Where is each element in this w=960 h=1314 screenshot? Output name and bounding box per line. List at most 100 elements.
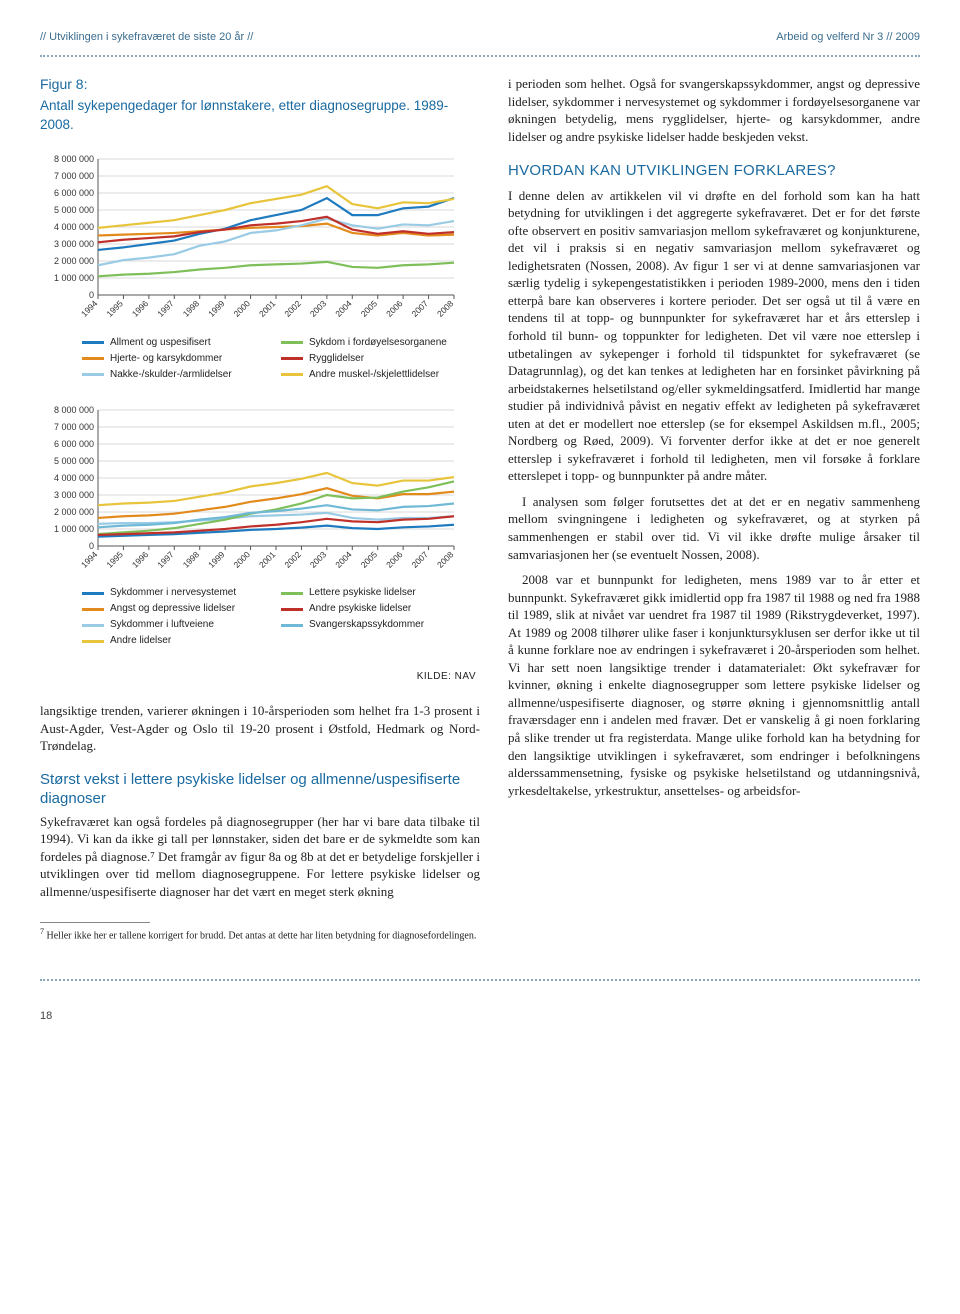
legend-item: Rygglidelser [281, 352, 480, 366]
page-header: // Utviklingen i sykefraværet de siste 2… [40, 30, 920, 45]
legend-swatch [281, 608, 303, 611]
legend-item: Andre muskel-/skjelettlidelser [281, 368, 480, 382]
svg-text:1994: 1994 [79, 549, 100, 570]
legend-swatch [281, 373, 303, 376]
legend-swatch [281, 357, 303, 360]
chart-a: 01 000 0002 000 0003 000 0004 000 0005 0… [40, 153, 480, 328]
legend-item: Hjerte- og karsykdommer [82, 352, 281, 366]
legend-item: Sykdommer i luftveiene [82, 618, 281, 632]
legend-label: Sykdommer i luftveiene [110, 618, 214, 632]
legend-label: Svangerskapssykdommer [309, 618, 424, 632]
svg-text:1999: 1999 [206, 549, 227, 570]
legend-label: Andre psykiske lidelser [309, 602, 411, 616]
svg-text:2005: 2005 [359, 549, 380, 570]
svg-text:1995: 1995 [104, 549, 125, 570]
svg-text:4 000 000: 4 000 000 [54, 473, 94, 483]
svg-text:5 000 000: 5 000 000 [54, 205, 94, 215]
legend-swatch [82, 373, 104, 376]
svg-text:1998: 1998 [181, 298, 202, 319]
svg-text:8 000 000: 8 000 000 [54, 154, 94, 164]
svg-text:2008: 2008 [435, 298, 456, 319]
left-h3: Størst vekst i lettere psykiske lidelser… [40, 771, 480, 809]
right-p1: i perioden som helhet. Også for svangers… [508, 75, 920, 145]
svg-text:3 000 000: 3 000 000 [54, 490, 94, 500]
footnote: 7 Heller ikke her er tallene korrigert f… [40, 927, 480, 943]
svg-text:2000: 2000 [232, 549, 253, 570]
right-p3: I analysen som følger forutsettes det at… [508, 493, 920, 563]
legend-item: Nakke-/skulder-/armlidelser [82, 368, 281, 382]
legend-swatch [82, 592, 104, 595]
header-left: // Utviklingen i sykefraværet de siste 2… [40, 30, 253, 45]
legend-item: Andre lidelser [82, 634, 281, 648]
svg-text:1999: 1999 [206, 298, 227, 319]
footer-divider [40, 979, 920, 981]
header-right: Arbeid og velferd Nr 3 // 2009 [776, 30, 920, 45]
left-p1: langsiktige trenden, varierer økningen i… [40, 702, 480, 755]
svg-text:4 000 000: 4 000 000 [54, 222, 94, 232]
legend-label: Angst og depressive lidelser [110, 602, 235, 616]
svg-text:2006: 2006 [384, 298, 405, 319]
svg-text:2000: 2000 [232, 298, 253, 319]
svg-text:2003: 2003 [308, 298, 329, 319]
chart-a-svg: 01 000 0002 000 0003 000 0004 000 0005 0… [40, 153, 460, 323]
svg-text:6 000 000: 6 000 000 [54, 439, 94, 449]
left-p2: Sykefraværet kan også fordeles på diagno… [40, 813, 480, 901]
legend-swatch [281, 341, 303, 344]
svg-text:2003: 2003 [308, 549, 329, 570]
svg-text:2002: 2002 [282, 298, 303, 319]
legend-label: Sykdommer i nervesystemet [110, 586, 236, 600]
svg-text:6 000 000: 6 000 000 [54, 188, 94, 198]
svg-text:5 000 000: 5 000 000 [54, 456, 94, 466]
legend-item: Sykdom i fordøyelsesorganene [281, 336, 480, 350]
legend-label: Andre muskel-/skjelettlidelser [309, 368, 439, 382]
legend-b: Sykdommer i nervesystemet Angst og depres… [82, 586, 480, 650]
svg-text:2001: 2001 [257, 549, 278, 570]
svg-text:1997: 1997 [155, 298, 176, 319]
legend-item: Lettere psykiske lidelser [281, 586, 480, 600]
svg-text:1998: 1998 [181, 549, 202, 570]
legend-label: Allment og uspesifisert [110, 336, 211, 350]
legend-a: Allment og uspesifisert Hjerte- og karsyk… [82, 336, 480, 384]
legend-item: Andre psykiske lidelser [281, 602, 480, 616]
svg-text:1997: 1997 [155, 549, 176, 570]
svg-text:1996: 1996 [130, 298, 151, 319]
svg-text:7 000 000: 7 000 000 [54, 422, 94, 432]
legend-item: Allment og uspesifisert [82, 336, 281, 350]
svg-text:1994: 1994 [79, 298, 100, 319]
legend-swatch [82, 608, 104, 611]
svg-text:2008: 2008 [435, 549, 456, 570]
svg-text:2002: 2002 [282, 549, 303, 570]
svg-text:2004: 2004 [333, 549, 354, 570]
svg-text:2007: 2007 [410, 549, 431, 570]
legend-item: Svangerskapssykdommer [281, 618, 480, 632]
legend-label: Nakke-/skulder-/armlidelser [110, 368, 232, 382]
svg-text:2006: 2006 [384, 549, 405, 570]
legend-swatch [82, 624, 104, 627]
svg-text:1995: 1995 [104, 298, 125, 319]
right-p4: 2008 var et bunnpunkt for ledigheten, me… [508, 571, 920, 799]
legend-swatch [82, 640, 104, 643]
legend-label: Hjerte- og karsykdommer [110, 352, 222, 366]
legend-label: Sykdom i fordøyelsesorganene [309, 336, 447, 350]
legend-label: Lettere psykiske lidelser [309, 586, 416, 600]
svg-text:7 000 000: 7 000 000 [54, 171, 94, 181]
legend-label: Andre lidelser [110, 634, 171, 648]
chart-b-svg: 01 000 0002 000 0003 000 0004 000 0005 0… [40, 404, 460, 574]
legend-item: Angst og depressive lidelser [82, 602, 281, 616]
svg-text:2001: 2001 [257, 298, 278, 319]
legend-swatch [281, 592, 303, 595]
figure-title: Figur 8: [40, 75, 480, 95]
svg-text:2 000 000: 2 000 000 [54, 507, 94, 517]
svg-text:2007: 2007 [410, 298, 431, 319]
legend-swatch [82, 341, 104, 344]
svg-text:1 000 000: 1 000 000 [54, 524, 94, 534]
legend-label: Rygglidelser [309, 352, 364, 366]
svg-text:1 000 000: 1 000 000 [54, 273, 94, 283]
footnote-num: 7 [40, 927, 44, 936]
legend-item: Sykdommer i nervesystemet [82, 586, 281, 600]
svg-text:2 000 000: 2 000 000 [54, 256, 94, 266]
svg-text:8 000 000: 8 000 000 [54, 405, 94, 415]
right-p2: I denne delen av artikkelen vil vi drøft… [508, 187, 920, 485]
figure-subtitle: Antall sykepengedager for lønnstakere, e… [40, 97, 480, 135]
svg-text:2004: 2004 [333, 298, 354, 319]
